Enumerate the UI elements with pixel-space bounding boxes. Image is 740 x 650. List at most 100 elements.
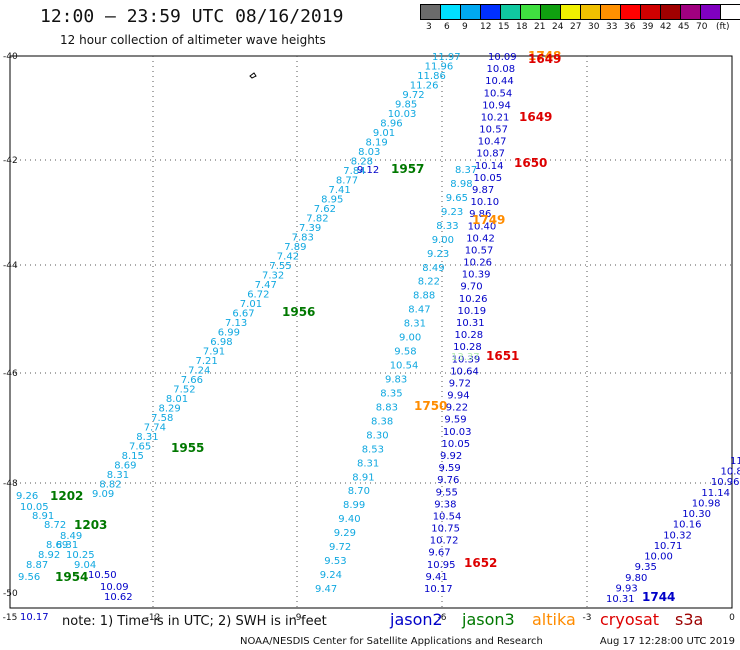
swh-reading-jason2: 10.42 <box>466 233 495 244</box>
swh-reading-jason2: 9.41 <box>426 572 448 583</box>
swh-reading-jason2: 8.95 <box>321 195 343 206</box>
swh-reading-jason2: 9.72 <box>402 90 424 101</box>
swh-reading-jason2: 10.75 <box>431 524 460 535</box>
swh-reading-jason2: 9.86 <box>469 209 491 220</box>
swh-reading-jason2: 11.96 <box>425 62 454 73</box>
swh-reading-right: 10.32 <box>663 530 692 541</box>
swh-reading-right: 10.30 <box>682 509 711 520</box>
legend-cryosat: cryosat <box>600 610 660 629</box>
swh-reading-altika: 13.37 <box>451 352 480 363</box>
scale-label: 27 <box>570 22 582 32</box>
swh-reading-bottom-left: 8.87 <box>26 560 48 571</box>
pass-time-label: 1649 <box>519 110 552 124</box>
swh-reading-right: 9.80 <box>625 573 647 584</box>
swh-reading-bottom-left: 10.17 <box>20 612 49 623</box>
swh-reading-jason2: 8.30 <box>366 430 388 441</box>
swh-reading-jason2: 8.31 <box>136 432 158 443</box>
swh-reading-jason2: 6.98 <box>210 337 232 348</box>
swh-reading-jason2: 10.87 <box>476 149 505 160</box>
swh-reading-jason2: 10.31 <box>456 318 485 329</box>
swh-reading-jason2: 9.72 <box>329 542 351 553</box>
pass-time-label: 1750 <box>414 399 447 413</box>
swh-reading-jason2: 10.57 <box>465 246 494 257</box>
swh-reading-jason2: 9.94 <box>447 391 469 402</box>
swh-reading-jason2: 8.70 <box>348 486 370 497</box>
swh-reading-jason2: 9.65 <box>446 193 468 204</box>
swh-reading-bottom-left: 10.05 <box>20 502 49 513</box>
scale-label: 24 <box>552 22 564 32</box>
swh-reading-jason2: 10.64 <box>450 366 479 377</box>
swh-reading-jason2: 11.26 <box>410 81 439 92</box>
generated-timestamp: Aug 17 12:28:00 UTC 2019 <box>599 636 735 647</box>
swh-reading-jason2: 7.89 <box>284 242 306 253</box>
swh-reading-jason2: 7.24 <box>188 366 210 377</box>
y-tick-label: -48 <box>3 479 18 489</box>
swh-reading-jason2: 9.00 <box>432 235 454 246</box>
scale-label: 9 <box>462 22 468 32</box>
swh-reading-right: 11.0 <box>730 456 740 467</box>
swh-reading-jason2: 8.31 <box>107 470 129 481</box>
swh-reading-jason2: 7.47 <box>255 280 277 291</box>
x-tick-label: -3 <box>583 613 592 623</box>
island-outline <box>249 72 257 79</box>
y-tick-label: -46 <box>3 369 18 379</box>
swh-reading-jason2: 10.14 <box>475 161 504 172</box>
x-tick-label: -12 <box>146 613 161 623</box>
swh-reading-jason2: 10.03 <box>388 109 417 120</box>
x-tick-label: -15 <box>3 613 18 623</box>
scale-label: 12 <box>480 22 492 32</box>
swh-reading-jason2: 9.09 <box>92 489 114 500</box>
pass-time-labels: 1748164916491650195717491956165117501955… <box>50 49 675 604</box>
footnote: note: 1) Time is in UTC; 2) SWH is in fe… <box>62 614 327 629</box>
color-scale-labels: 3 6 9 12 15 18 21 24 27 30 33 36 39 42 45 70 (ft) <box>420 22 740 34</box>
swh-reading-jason2: 8.83 <box>376 402 398 413</box>
x-tick-label: 0 <box>729 613 735 623</box>
swh-reading-jason2: 7.39 <box>299 223 321 234</box>
swh-reading-jason2: 8.37 <box>455 165 477 176</box>
scale-label: 45 <box>678 22 690 32</box>
swh-reading-bottom-left: 10.62 <box>104 592 133 603</box>
swh-reading-jason2: 9.72 <box>449 379 471 390</box>
swh-reading-jason2: 10.94 <box>482 100 511 111</box>
swh-reading-bottom-left: 8.49 <box>60 531 82 542</box>
swh-reading-jason2: 10.28 <box>455 330 484 341</box>
swh-reading-jason2: 8.01 <box>166 394 188 405</box>
swh-reading-jason2: 9.87 <box>472 185 494 196</box>
pass-time-label: 1652 <box>464 556 497 570</box>
swh-reading-jason2: 9.58 <box>394 347 416 358</box>
y-tick-label: -42 <box>3 156 18 166</box>
swh-reading-jason2: 9.29 <box>334 528 356 539</box>
swh-reading-jason2: 8.47 <box>408 305 430 316</box>
swh-reading-jason2: 9.24 <box>320 570 342 581</box>
swh-reading-right: 9.35 <box>635 562 657 573</box>
swh-reading-jason2: 7.52 <box>173 385 195 396</box>
pass-time-label: 1954 <box>55 570 88 584</box>
swh-reading-jason2: 9.53 <box>324 556 346 567</box>
scale-label: 30 <box>588 22 600 32</box>
swh-reading-jason2: 8.88 <box>413 291 435 302</box>
swh-reading-jason2: 9.67 <box>428 548 450 559</box>
legend-s3a: s3a <box>675 610 704 629</box>
swh-reading-bottom-left: 9.56 <box>18 572 40 583</box>
pass-time-label: 1956 <box>282 305 315 319</box>
swh-reading-jason2: 7.58 <box>151 413 173 424</box>
legend-jason2: jason2 <box>390 610 443 629</box>
swh-reading-jason2: 10.05 <box>442 439 471 450</box>
swh-reading-jason2: 8.31 <box>357 458 379 469</box>
swh-reading-extra: 9.12 <box>357 165 379 176</box>
scale-label: 3 <box>426 22 432 32</box>
swh-reading-jason2: 7.32 <box>262 271 284 282</box>
pass-time-label: 1744 <box>642 590 675 604</box>
swh-reading-jason2: 7.84 <box>343 166 365 177</box>
swh-reading-jason2: 7.65 <box>129 442 151 453</box>
swh-reading-jason2: 7.62 <box>314 204 336 215</box>
scale-label: 15 <box>498 22 510 32</box>
swh-reading-bottom-left: 10.09 <box>100 582 129 593</box>
swh-reading-jason2: 10.26 <box>459 294 488 305</box>
x-tick-label: -6 <box>438 613 447 623</box>
swh-reading-jason2: 6.67 <box>232 309 254 320</box>
legend-altika: altika <box>532 610 576 629</box>
swh-reading-bottom-left: 9.04 <box>74 560 96 571</box>
scale-swatch <box>720 4 740 20</box>
